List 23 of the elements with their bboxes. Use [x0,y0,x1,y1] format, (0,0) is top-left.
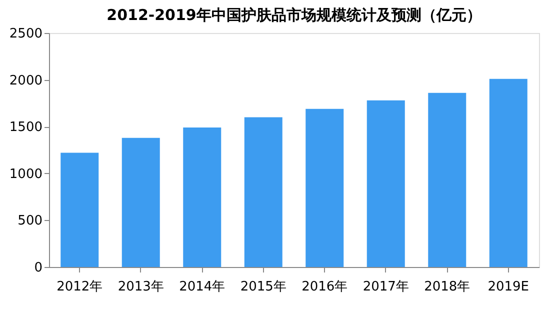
x-tick-label: 2018年 [424,280,470,294]
bar [60,152,99,267]
y-tick-label: 2000 [9,73,42,88]
y-tick-label: 500 [18,214,42,229]
bar [183,128,222,267]
bar [244,117,282,267]
bar [306,108,344,267]
x-tick-label: 2012年 [56,280,103,294]
x-tick-label: 2017年 [362,280,409,294]
x-tick-label: 2014年 [179,280,226,294]
bar [428,92,466,267]
bar [122,138,160,267]
bar [366,100,405,267]
x-tick-label: 2019E [488,280,530,294]
y-tick-label: 1500 [9,120,42,136]
y-tick-label: 2500 [9,26,42,42]
x-tick-label: 2016年 [302,280,348,294]
y-tick-label: 0 [34,260,42,276]
chart-title: 2012-2019年中国护肤品市场规模统计及预测（亿元） [106,6,482,24]
x-tick-label: 2013年 [118,280,164,294]
y-tick-label: 1000 [9,166,42,182]
x-tick-label: 2015年 [240,280,286,294]
bar [489,78,528,267]
